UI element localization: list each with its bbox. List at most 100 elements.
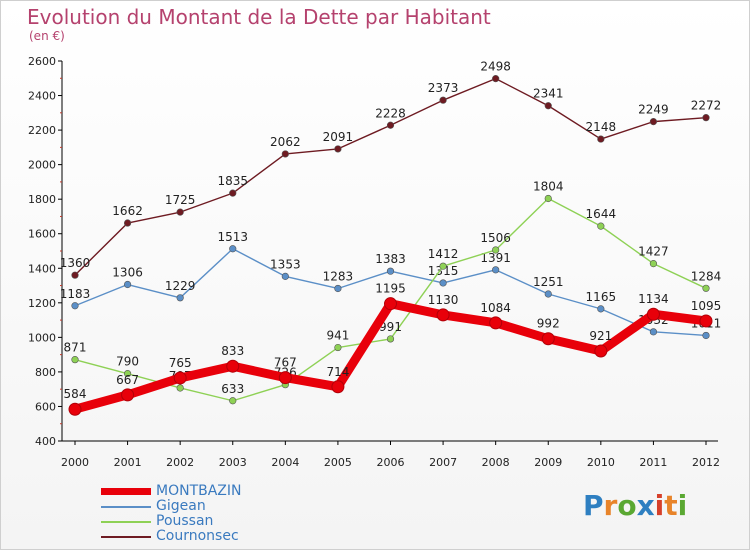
data-label-cournonsec: 2091 <box>323 130 354 144</box>
data-point-cournonsec <box>123 219 132 227</box>
data-point-gigean <box>492 266 500 274</box>
data-label-gigean: 1315 <box>428 264 459 278</box>
data-point-poussan <box>229 397 237 405</box>
data-point-montbazin <box>173 371 187 385</box>
x-tick-label: 2011 <box>639 456 667 469</box>
logo-letter: t <box>664 489 678 522</box>
data-point-gigean <box>229 245 237 253</box>
proxiti-logo: Proxiti <box>583 489 687 522</box>
y-tick-label: 1400 <box>28 262 56 275</box>
data-label-poussan: 633 <box>221 382 244 396</box>
data-point-cournonsec <box>71 271 79 279</box>
data-label-gigean: 1229 <box>165 279 196 293</box>
data-point-gigean <box>439 279 447 287</box>
data-label-cournonsec: 1662 <box>112 204 143 218</box>
legend-label-cournonsec: Cournonsec <box>156 528 239 544</box>
chart-title: Evolution du Montant de la Dette par Hab… <box>27 5 491 29</box>
data-point-gigean <box>71 302 79 310</box>
data-label-cournonsec: 2062 <box>270 135 301 149</box>
x-tick-label: 2010 <box>587 456 615 469</box>
data-point-poussan <box>71 356 79 364</box>
x-tick-label: 2004 <box>271 456 299 469</box>
data-point-montbazin <box>121 388 135 402</box>
logo-letter: i <box>677 489 688 522</box>
data-point-poussan <box>386 335 395 343</box>
legend-item-gigean: Gigean <box>101 498 401 516</box>
logo-letter: i <box>654 489 665 522</box>
data-point-poussan <box>334 343 342 352</box>
data-label-montbazin: 1084 <box>480 301 511 315</box>
data-point-montbazin <box>541 332 555 346</box>
y-tick-label: 600 <box>35 400 56 413</box>
data-label-montbazin: 833 <box>221 344 244 358</box>
data-label-poussan: 991 <box>379 320 402 334</box>
y-tick-label: 2600 <box>28 55 56 68</box>
data-label-poussan: 1284 <box>691 269 722 283</box>
data-label-poussan: 941 <box>326 329 349 343</box>
data-label-poussan: 1412 <box>428 247 459 261</box>
data-point-montbazin <box>699 314 713 328</box>
data-label-cournonsec: 2249 <box>638 103 669 117</box>
data-point-montbazin <box>384 297 397 311</box>
data-label-cournonsec: 2228 <box>375 106 406 120</box>
data-point-cournonsec <box>492 75 500 83</box>
data-point-cournonsec <box>597 135 605 143</box>
logo-letter: P <box>583 489 604 522</box>
data-point-cournonsec <box>229 189 237 197</box>
data-point-gigean <box>176 294 184 302</box>
data-label-cournonsec: 2373 <box>428 81 459 95</box>
data-label-montbazin: 992 <box>537 317 560 331</box>
data-point-poussan <box>123 370 132 378</box>
data-label-montbazin: 921 <box>589 329 612 343</box>
y-tick-label: 2200 <box>28 124 56 137</box>
data-point-poussan <box>649 260 658 268</box>
legend-swatch-cournonsec <box>101 536 151 538</box>
x-tick-label: 2005 <box>324 456 352 469</box>
data-label-montbazin: 765 <box>169 356 192 370</box>
data-label-poussan: 1644 <box>586 207 617 221</box>
chart-subtitle: (en €) <box>29 29 65 43</box>
legend-swatch-gigean <box>101 506 151 508</box>
data-label-poussan: 790 <box>116 355 139 369</box>
data-point-poussan <box>702 284 710 292</box>
data-point-montbazin <box>278 371 292 385</box>
data-point-cournonsec <box>439 96 447 104</box>
logo-letter: r <box>603 489 618 522</box>
data-label-montbazin: 714 <box>326 365 349 379</box>
data-point-cournonsec <box>281 150 289 158</box>
data-point-gigean <box>649 328 658 336</box>
data-point-poussan <box>176 384 184 392</box>
y-tick-label: 1000 <box>28 331 56 344</box>
data-point-cournonsec <box>334 145 342 153</box>
data-point-poussan <box>439 262 447 270</box>
data-label-montbazin: 1195 <box>375 282 406 296</box>
data-label-cournonsec: 1725 <box>165 193 196 207</box>
x-tick-label: 2000 <box>61 456 89 469</box>
legend-swatch-poussan <box>101 521 151 523</box>
data-label-gigean: 1306 <box>112 266 143 280</box>
data-label-cournonsec: 2148 <box>586 120 617 134</box>
legend-item-poussan: Poussan <box>101 513 401 531</box>
data-label-cournonsec: 2341 <box>533 87 564 101</box>
data-point-montbazin <box>489 316 503 330</box>
data-point-cournonsec <box>649 118 658 126</box>
data-label-gigean: 1183 <box>60 287 91 301</box>
legend-swatch-montbazin <box>101 488 151 495</box>
data-label-gigean: 1251 <box>533 275 564 289</box>
data-point-montbazin <box>68 402 82 416</box>
data-point-montbazin <box>436 308 450 322</box>
y-tick-label: 1600 <box>28 228 56 241</box>
legend-label-montbazin: MONTBAZIN <box>156 483 242 499</box>
x-tick-label: 2001 <box>114 456 142 469</box>
data-point-gigean <box>281 272 289 280</box>
data-point-gigean <box>544 290 552 298</box>
legend-item-montbazin: MONTBAZIN <box>101 483 401 501</box>
data-label-gigean: 1353 <box>270 257 301 271</box>
legend-label-gigean: Gigean <box>156 498 206 514</box>
data-label-gigean: 1165 <box>586 290 617 304</box>
y-tick-label: 1200 <box>28 297 56 310</box>
data-label-poussan: 1804 <box>533 179 564 193</box>
y-tick-label: 400 <box>35 435 56 448</box>
legend: MONTBAZIN Gigean Poussan Cournonsec <box>101 483 401 546</box>
